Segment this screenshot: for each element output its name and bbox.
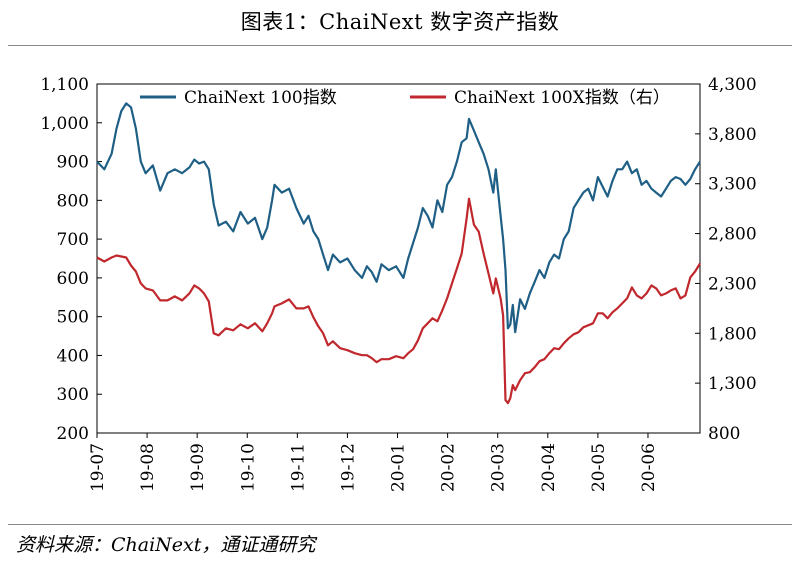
y-right-tick-label: 800 <box>708 424 740 444</box>
source-note: 资料来源：ChaiNext，通证通研究 <box>16 534 316 556</box>
line-chart: 200 300 400 500 600 700 800 900 1,000 1,100 800 1,… <box>40 75 757 492</box>
x-tick-label: 19-11 <box>288 443 308 492</box>
y-left-tick-label: 600 <box>57 269 89 289</box>
y-left-tick-label: 500 <box>57 308 89 328</box>
y-left-axis: 200 300 400 500 600 700 800 900 1,000 1,100 <box>40 75 102 444</box>
x-tick-label: 20-02 <box>439 443 459 492</box>
y-right-tick-label: 3,800 <box>708 125 757 145</box>
x-tick-label: 20-01 <box>389 443 409 492</box>
plot-frame <box>96 83 701 434</box>
x-tick-label: 20-06 <box>639 443 659 492</box>
y-left-tick-label: 1,100 <box>40 75 89 95</box>
x-tick-label: 20-04 <box>539 443 559 492</box>
y-left-tick-label: 200 <box>57 424 89 444</box>
x-tick-label: 19-09 <box>188 443 208 492</box>
axes-frame <box>96 83 701 434</box>
x-tick-label: 19-12 <box>338 443 358 492</box>
y-left-tick-label: 700 <box>57 230 89 250</box>
y-right-tick-label: 4,300 <box>708 75 757 95</box>
y-left-tick-label: 300 <box>57 385 89 405</box>
series-line-chainext-100 <box>96 102 701 334</box>
y-right-axis: 800 1,300 1,800 2,300 2,800 3,300 3,800 4,300 <box>695 75 757 444</box>
legend-label: ChaiNext 100指数 <box>184 88 337 108</box>
y-right-tick-label: 3,300 <box>708 175 757 195</box>
y-right-tick-label: 2,300 <box>708 274 757 294</box>
source-divider <box>8 524 792 525</box>
x-tick-label: 20-05 <box>589 443 609 492</box>
title-divider <box>8 45 792 46</box>
y-right-tick-label: 1,300 <box>708 374 757 394</box>
y-right-tick-label: 1,800 <box>708 324 757 344</box>
x-tick-label: 19-08 <box>138 443 158 492</box>
y-left-tick-label: 400 <box>57 346 89 366</box>
y-left-tick-label: 1,000 <box>40 114 89 134</box>
series-lines <box>96 102 701 405</box>
y-left-tick-label: 900 <box>57 153 89 173</box>
legend-label: ChaiNext 100X指数（右） <box>454 88 670 108</box>
legend: ChaiNext 100指数 ChaiNext 100X指数（右） <box>140 88 670 108</box>
x-tick-label: 19-10 <box>238 443 258 492</box>
x-tick-label: 19-07 <box>88 443 108 492</box>
x-axis: 19-07 19-08 19-09 19-10 19-11 19-12 20-01 20-02… <box>88 433 659 492</box>
y-right-tick-label: 2,800 <box>708 225 757 245</box>
chart-title: 图表1：ChaiNext 数字资产指数 <box>240 10 560 34</box>
y-left-tick-label: 800 <box>57 191 89 211</box>
series-line-chainext-100x <box>96 197 701 405</box>
x-tick-label: 20-03 <box>489 443 509 492</box>
